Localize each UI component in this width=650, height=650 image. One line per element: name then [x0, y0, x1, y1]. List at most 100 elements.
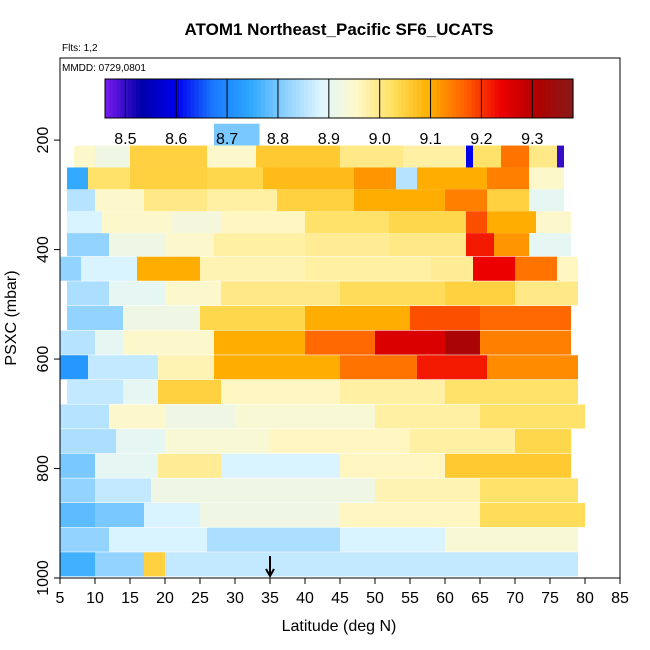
y-axis: 200 400 600 800 1000 [35, 127, 60, 596]
heatmap-cell [403, 145, 466, 168]
heatmap-cell [165, 281, 221, 306]
heatmap-cell [67, 305, 123, 331]
colorbar-swatch [569, 79, 574, 118]
colorbar-swatch [190, 79, 196, 118]
colorbar-swatch [374, 79, 379, 118]
heatmap-cell [207, 189, 277, 212]
colorbar-swatch [393, 79, 399, 118]
heatmap-cell [88, 167, 130, 190]
heatmap-cells [60, 123, 585, 577]
colorbar-swatch [463, 79, 469, 118]
colorbar-swatch [225, 79, 231, 118]
colorbar-swatch [549, 79, 555, 118]
x-tick-label: 20 [156, 590, 174, 607]
heatmap-cell [305, 233, 389, 257]
heatmap-cell [515, 429, 571, 454]
x-tick-label: 15 [121, 590, 139, 607]
heatmap-cell [221, 453, 340, 478]
colorbar-swatch [327, 79, 332, 118]
heatmap-cell [123, 330, 214, 355]
heatmap-cell [95, 503, 144, 528]
heatmap-cell [445, 189, 487, 212]
colorbar-tick-label: 9.1 [419, 131, 441, 148]
y-tick-label: 200 [35, 127, 52, 154]
colorbar-tick-label: 8.5 [114, 131, 136, 148]
x-tick-label: 45 [331, 590, 349, 607]
heatmap-cell [109, 527, 207, 552]
x-tick-label: 10 [86, 590, 104, 607]
heatmap-cell [375, 404, 480, 429]
colorbar-swatch [440, 79, 445, 118]
heatmap-cell [340, 453, 445, 478]
heatmap-cell [256, 145, 340, 168]
heatmap-cell [305, 330, 375, 355]
colorbar-swatch [198, 79, 204, 118]
colorbar-swatch [432, 79, 438, 118]
heatmap-cell [375, 330, 445, 355]
x-tick-label: 50 [366, 590, 384, 607]
colorbar-tick-label: 8.8 [267, 131, 289, 148]
colorbar-swatch [346, 79, 352, 118]
colorbar-swatch [459, 79, 465, 118]
colorbar-swatch [354, 79, 360, 118]
heatmap-cell [81, 256, 137, 281]
colorbar-swatch [495, 79, 500, 118]
heatmap-cell [515, 256, 557, 281]
colorbar-swatch [183, 79, 188, 118]
heatmap-cell [67, 211, 102, 234]
colorbar-swatch [128, 79, 133, 118]
colorbar-swatch [561, 79, 566, 118]
date-label: MMDD: 0729,0801 [62, 63, 146, 74]
heatmap-cell [389, 211, 466, 234]
x-tick-label: 30 [226, 590, 244, 607]
heatmap-cell [109, 404, 165, 429]
heatmap-cell [487, 189, 529, 212]
colorbar-swatch [136, 79, 141, 118]
colorbar-swatch [171, 79, 176, 118]
heatmap-cell [109, 281, 165, 306]
colorbar-tick-label: 8.9 [318, 131, 340, 148]
colorbar-swatch [378, 79, 383, 118]
heatmap-cell [445, 453, 571, 478]
colorbar-swatch [498, 79, 504, 118]
colorbar-tick-label: 8.6 [165, 131, 187, 148]
colorbar-swatch [471, 79, 477, 118]
colorbar-tick-label: 9.3 [521, 131, 543, 148]
heatmap-cell [123, 305, 200, 331]
heatmap-cell [480, 404, 585, 429]
colorbar-swatch [311, 79, 317, 118]
colorbar-swatch [362, 79, 367, 118]
heatmap-cell [340, 145, 403, 168]
colorbar-swatch [179, 79, 184, 118]
heatmap-cell [445, 527, 578, 552]
x-tick-label: 80 [576, 590, 594, 607]
heatmap-cell [494, 233, 529, 257]
heatmap-cell [431, 256, 473, 281]
heatmap-cell [200, 305, 305, 331]
x-tick-label: 70 [506, 590, 524, 607]
heatmap-cell [557, 145, 564, 168]
x-axis: 5 10 15 20 25 30 35 40 45 50 55 60 65 70 75 80 85 [56, 578, 629, 607]
heatmap-cell [396, 167, 417, 190]
heatmap-cell [340, 552, 578, 577]
heatmap-cell [95, 145, 130, 168]
heatmap-cell [445, 281, 515, 306]
x-axis-label: Latitude (deg N) [282, 618, 397, 635]
marker-head [265, 568, 275, 579]
heatmap-cell [207, 167, 263, 190]
colorbar-swatch [163, 79, 168, 118]
colorbar-swatch [229, 79, 235, 118]
colorbar-swatch [296, 79, 301, 118]
heatmap-cell [67, 379, 123, 404]
heatmap-cell [235, 478, 375, 503]
heatmap-cell [221, 379, 340, 404]
heatmap-cell [74, 145, 95, 168]
heatmap-cell [480, 305, 571, 331]
heatmap-cell [67, 233, 109, 257]
heatmap-cell [67, 281, 109, 306]
colorbar-swatch [112, 79, 118, 118]
heatmap-cell [130, 145, 207, 168]
colorbar-tick-label: 9.0 [369, 131, 391, 148]
heatmap-cell [95, 189, 144, 212]
